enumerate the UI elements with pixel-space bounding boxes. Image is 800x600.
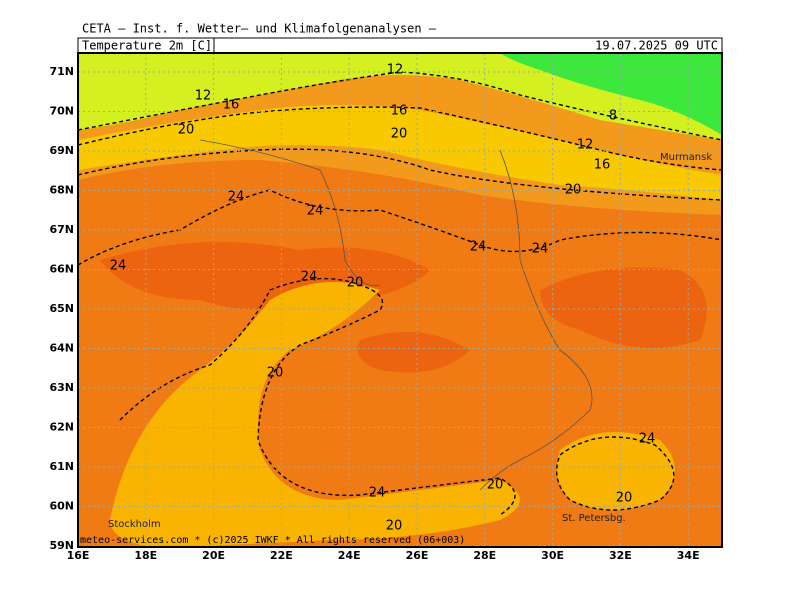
footer: meteo-services.com * (c)2025 IWKF * All … — [80, 535, 465, 546]
map-field — [78, 53, 722, 547]
contour-label: 20 — [616, 491, 633, 506]
latitude-label: 60N — [49, 500, 74, 513]
latitude-label: 69N — [49, 144, 74, 157]
border — [199, 139, 381, 287]
longitude-label: 16E — [67, 549, 90, 562]
contour-label: 12 — [387, 63, 404, 78]
latitude-label: 59N — [49, 539, 74, 552]
border — [479, 149, 593, 491]
contour — [78, 148, 722, 201]
contour-label: 16 — [223, 98, 240, 113]
field-gulf — [110, 282, 520, 547]
latitude-label: 67N — [49, 223, 74, 236]
latitude-label: 61N — [49, 460, 74, 473]
latitude-label: 68N — [49, 184, 74, 197]
labels: 71N70N69N68N67N66N65N64N63N62N61N60N59N1… — [49, 63, 712, 563]
longitude-label: 26E — [406, 549, 429, 562]
contour-label: 24 — [110, 259, 127, 274]
graticule — [78, 53, 722, 547]
longitude-label: 30E — [541, 549, 564, 562]
latitude-label: 66N — [49, 263, 74, 276]
contour-label: 16 — [594, 158, 611, 173]
latitude-label: 64N — [49, 342, 74, 355]
contour-label: 24 — [228, 190, 245, 205]
longitude-label: 32E — [609, 549, 632, 562]
contour-label: 8 — [609, 109, 617, 124]
contour-label: 24 — [470, 240, 487, 255]
field-hot — [357, 332, 470, 373]
contour-label: 20 — [347, 276, 364, 291]
longitude-label: 20E — [202, 549, 225, 562]
latitude-label: 71N — [49, 65, 74, 78]
contour-label: 24 — [307, 204, 324, 219]
contour-label: 20 — [565, 183, 582, 198]
contour-label: 20 — [267, 366, 284, 381]
place-label: St. Petersbg. — [562, 513, 626, 524]
contour-label: 24 — [532, 242, 549, 257]
latitude-label: 62N — [49, 421, 74, 434]
latitude-label: 63N — [49, 381, 74, 394]
contour — [556, 436, 675, 511]
longitude-label: 18E — [134, 549, 157, 562]
field-mild — [78, 105, 722, 200]
map-frame — [77, 52, 723, 548]
longitude-label: 28E — [473, 549, 496, 562]
contour-label: 12 — [577, 138, 594, 153]
contour-label: 24 — [369, 486, 386, 501]
header-title: CETA — Inst. f. Wetter— und Klimafolgena… — [82, 22, 437, 36]
contour-label: 24 — [639, 432, 656, 447]
contour-label: 20 — [386, 519, 403, 534]
borders — [199, 139, 593, 491]
longitude-label: 24E — [338, 549, 361, 562]
contour-label: 20 — [178, 123, 195, 138]
contour-label: 20 — [391, 127, 408, 142]
field-cold — [500, 53, 722, 135]
contour-label: 16 — [391, 104, 408, 119]
place-label: Murmansk — [660, 152, 712, 163]
longitude-label: 34E — [677, 549, 700, 562]
contour-label: 20 — [487, 478, 504, 493]
field-hot — [540, 267, 707, 348]
contour-label: 24 — [301, 270, 318, 285]
latitude-label: 70N — [49, 105, 74, 118]
longitude-label: 22E — [270, 549, 293, 562]
contour — [119, 277, 516, 516]
latitude-label: 65N — [49, 302, 74, 315]
datetime: 19.07.2025 09 UTC — [595, 39, 718, 53]
contour — [78, 106, 722, 171]
field-lake — [556, 432, 675, 510]
parameter: Temperature 2m [C] — [82, 39, 212, 53]
place-label: Stockholm — [108, 519, 161, 530]
contour-label: 12 — [195, 89, 212, 104]
